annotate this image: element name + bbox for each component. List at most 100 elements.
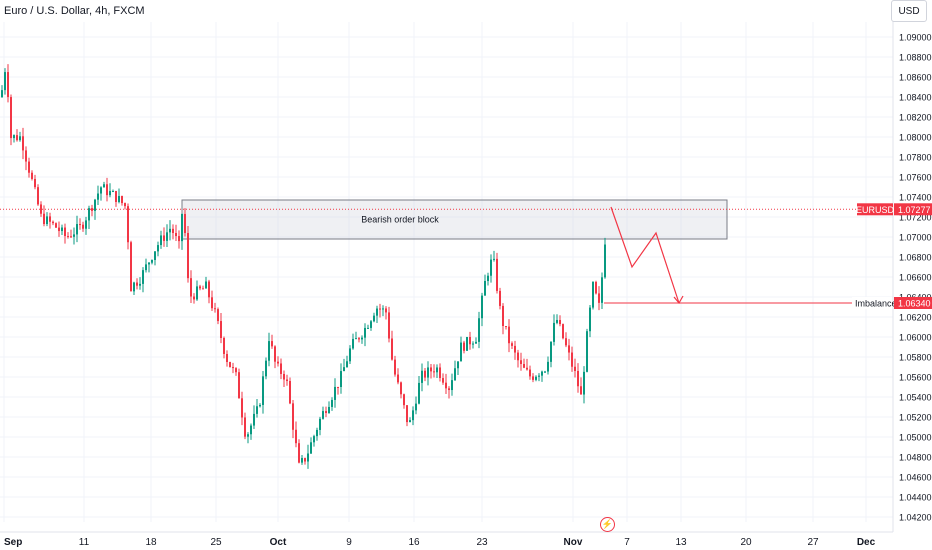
candle	[121, 195, 123, 206]
candle	[133, 281, 135, 295]
candle-body	[235, 368, 237, 373]
candle-body	[571, 352, 573, 367]
x-tick-label: 27	[807, 537, 819, 548]
chart-title: Euro / U.S. Dollar, 4h, FXCM	[4, 5, 145, 17]
y-tick-label: 1.05200	[899, 413, 932, 423]
y-tick-label: 1.08400	[899, 93, 932, 103]
candle-body	[76, 224, 78, 235]
candle	[166, 224, 168, 247]
candle-body	[340, 371, 342, 387]
candle-body	[205, 281, 207, 289]
candle	[58, 221, 60, 237]
candle-body	[175, 233, 177, 237]
candle	[406, 405, 408, 427]
candle	[382, 305, 384, 317]
candle	[304, 457, 306, 465]
candle-body	[103, 184, 105, 188]
candle	[499, 287, 501, 310]
candle	[598, 286, 600, 311]
candle-body	[541, 371, 543, 376]
candle-body	[379, 308, 381, 310]
candle	[418, 376, 420, 405]
candle	[565, 332, 567, 348]
candle-body	[31, 172, 33, 179]
candle-body	[49, 216, 51, 222]
candle	[361, 335, 363, 344]
candle-body	[229, 361, 231, 368]
candle-body	[538, 375, 540, 377]
candle	[49, 212, 51, 229]
candle	[463, 340, 465, 354]
candle	[205, 276, 207, 289]
candle-body	[247, 434, 249, 437]
candle-body	[223, 337, 225, 354]
candle	[529, 365, 531, 380]
candle	[112, 189, 114, 193]
candle-body	[187, 233, 189, 279]
candle-body	[262, 376, 264, 405]
candle	[100, 186, 102, 201]
candle-body	[481, 295, 483, 319]
candle-body	[283, 373, 285, 380]
candle	[298, 439, 300, 464]
candle	[10, 94, 12, 146]
candle-body	[172, 228, 174, 234]
candle-body	[163, 235, 165, 241]
candle-body	[568, 345, 570, 353]
candle	[277, 356, 279, 367]
candle-body	[349, 348, 351, 362]
y-tick-label: 1.06200	[899, 313, 932, 323]
candle-body	[13, 135, 15, 139]
candle	[250, 423, 252, 440]
candle	[544, 370, 546, 374]
candle	[28, 157, 30, 178]
candle-body	[244, 417, 246, 437]
candle	[70, 229, 72, 239]
candle	[439, 363, 441, 382]
candle	[202, 285, 204, 290]
candle-body	[331, 399, 333, 407]
candle	[343, 358, 345, 372]
candle	[520, 352, 522, 371]
candle-body	[436, 367, 438, 373]
candle	[67, 232, 69, 239]
candle-body	[145, 264, 147, 271]
candle-body	[34, 178, 36, 188]
candle-body	[529, 369, 531, 377]
candle-body	[100, 187, 102, 194]
candle-body	[382, 308, 384, 310]
candle	[367, 324, 369, 329]
current-price-label: 1.07277	[898, 205, 931, 215]
candle	[580, 377, 582, 395]
candle	[175, 224, 177, 241]
candle-body	[286, 379, 288, 382]
candle-body	[139, 283, 141, 286]
candle	[595, 280, 597, 295]
candle	[46, 212, 48, 227]
y-tick-label: 1.07800	[899, 153, 932, 163]
candle	[184, 208, 186, 237]
candle-body	[313, 436, 315, 443]
candle-body	[484, 281, 486, 296]
candle-body	[493, 258, 495, 260]
candle	[262, 371, 264, 414]
candle-body	[46, 216, 48, 225]
candle	[445, 373, 447, 394]
candle-body	[208, 281, 210, 298]
candle-body	[403, 394, 405, 406]
candle	[370, 319, 372, 331]
candle	[7, 64, 9, 103]
candle-body	[490, 259, 492, 276]
candle-body	[136, 282, 138, 286]
lightning-icon[interactable]: ⚡	[600, 517, 615, 532]
candle-body	[22, 136, 24, 151]
candle	[52, 220, 54, 226]
candle-body	[448, 388, 450, 391]
candle	[85, 216, 87, 235]
candle	[109, 183, 111, 198]
x-tick-label: 25	[210, 537, 222, 548]
candle-body	[1, 90, 3, 97]
currency-button[interactable]: USD	[891, 0, 927, 22]
y-tick-label: 1.09000	[899, 33, 932, 43]
